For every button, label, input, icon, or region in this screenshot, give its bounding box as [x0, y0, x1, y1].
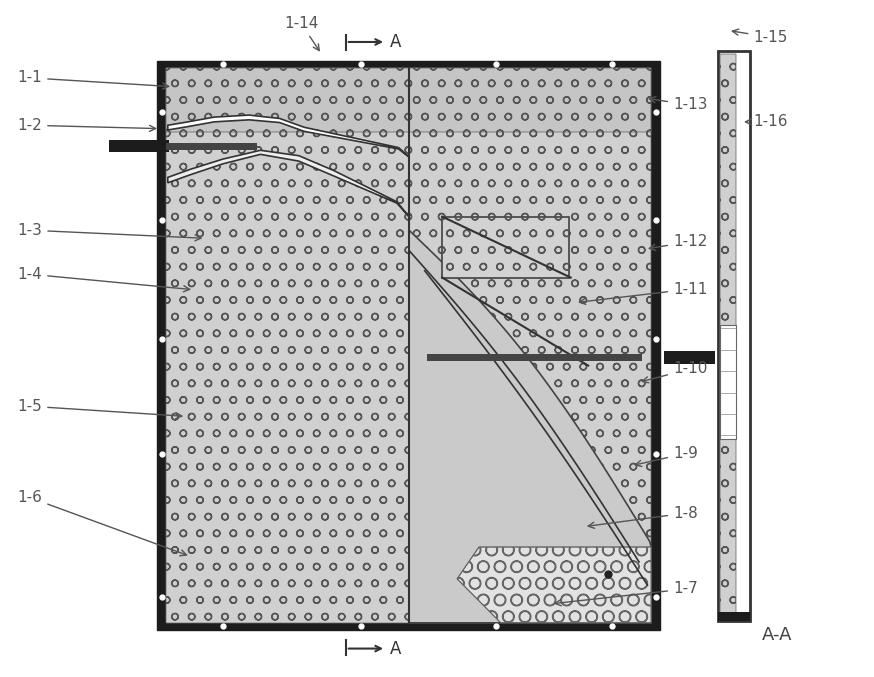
Text: A: A: [391, 33, 402, 51]
Bar: [720, 54, 736, 618]
Bar: [166, 68, 651, 623]
Bar: [157, 61, 660, 630]
Text: 1-8: 1-8: [588, 506, 697, 528]
Text: 1-15: 1-15: [732, 29, 787, 45]
Bar: [720, 325, 736, 439]
Text: 1-4: 1-4: [17, 267, 190, 292]
Bar: [109, 140, 169, 152]
Bar: [718, 51, 750, 621]
Text: A: A: [391, 640, 402, 657]
Bar: [166, 68, 651, 623]
Bar: [720, 54, 736, 618]
Bar: [166, 68, 651, 132]
Text: 1-6: 1-6: [17, 490, 186, 556]
Text: 1-16: 1-16: [746, 114, 787, 129]
Text: 1-13: 1-13: [649, 97, 707, 112]
Bar: [166, 68, 651, 132]
Polygon shape: [457, 547, 651, 623]
Text: 1-3: 1-3: [17, 223, 201, 241]
Text: 1-11: 1-11: [579, 282, 707, 305]
Bar: [166, 143, 257, 150]
Text: 1-12: 1-12: [649, 234, 707, 250]
Bar: [664, 351, 715, 364]
Text: 1-9: 1-9: [635, 446, 697, 466]
Bar: [427, 354, 642, 361]
Text: 1-1: 1-1: [17, 70, 169, 89]
Text: 1-5: 1-5: [17, 399, 182, 419]
Polygon shape: [409, 230, 651, 623]
Text: 1-2: 1-2: [17, 118, 156, 133]
Text: 1-14: 1-14: [284, 16, 319, 51]
Text: 1-7: 1-7: [555, 582, 697, 606]
Bar: [442, 217, 569, 278]
Bar: [442, 217, 569, 278]
Bar: [718, 612, 750, 621]
Polygon shape: [168, 115, 409, 157]
Text: A-A: A-A: [762, 626, 793, 644]
Polygon shape: [168, 150, 409, 217]
Text: 1-10: 1-10: [642, 362, 707, 383]
